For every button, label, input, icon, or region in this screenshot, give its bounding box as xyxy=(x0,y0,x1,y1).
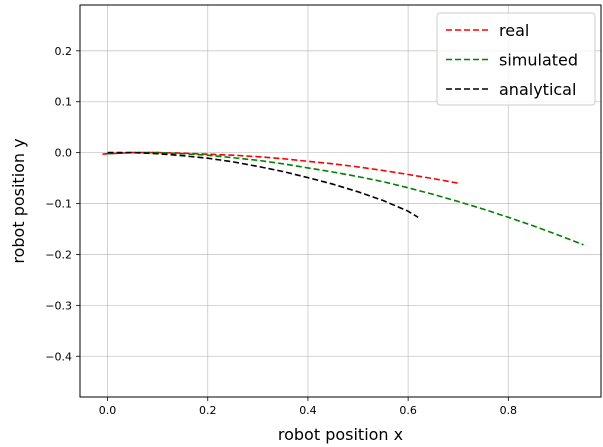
legend-label-analytical: analytical xyxy=(499,80,576,99)
x-axis-label: robot position x xyxy=(278,425,403,444)
legend-box xyxy=(436,12,596,106)
y-tick-label: −0.3 xyxy=(45,299,72,312)
y-tick-label: 0.2 xyxy=(55,45,73,58)
y-tick-label: −0.1 xyxy=(45,198,72,211)
legend-label-real: real xyxy=(499,21,529,40)
ticks-layer: 0.0 0.2 0.4 0.6 0.8 0.2 0.1 0.0 −0.1 −0.2 −0.3 −0.4 xyxy=(45,45,517,417)
grid-layer xyxy=(80,5,601,397)
x-tick-label: 0.2 xyxy=(199,404,217,417)
y-tick-label: 0.1 xyxy=(55,96,73,109)
legend-label-simulated: simulated xyxy=(499,51,578,70)
series-layer xyxy=(102,151,584,246)
x-tick-label: 0.6 xyxy=(399,404,417,417)
x-tick-label: 0.4 xyxy=(299,404,317,417)
series-line-simulated xyxy=(107,151,584,246)
x-tick-label: 0.0 xyxy=(99,404,117,417)
y-tick-label: 0.0 xyxy=(55,147,73,160)
x-tick-label: 0.8 xyxy=(500,404,518,417)
series-line-analytical xyxy=(107,151,419,218)
series-line-real xyxy=(102,151,459,184)
legend: real simulated analytical xyxy=(436,12,596,106)
y-axis-label: robot position y xyxy=(9,138,28,263)
y-tick-label: −0.4 xyxy=(45,350,72,363)
y-tick-label: −0.2 xyxy=(45,248,72,261)
legend-items: real simulated analytical xyxy=(446,21,578,99)
plot-frame xyxy=(79,4,602,398)
